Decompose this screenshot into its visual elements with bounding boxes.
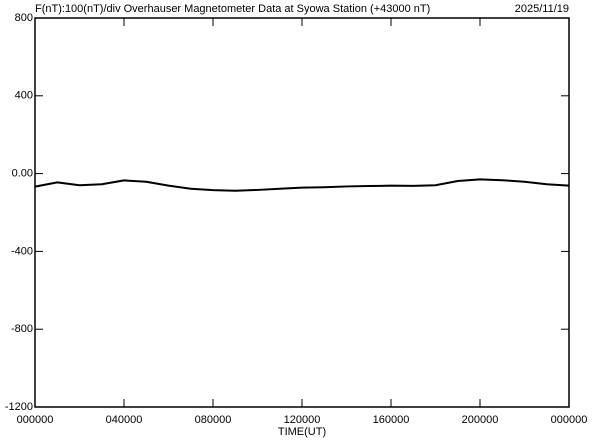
y-tick-label: 800	[15, 12, 33, 24]
y-tick-label: 0.00	[12, 168, 33, 180]
x-tick-label: 160000	[373, 414, 410, 426]
x-axis-label: TIME(UT)	[278, 426, 326, 438]
data-line	[34, 178, 570, 192]
y-tick-label: -400	[11, 245, 33, 257]
x-tick-label: 080000	[195, 414, 232, 426]
x-tick-label: 200000	[462, 414, 499, 426]
y-tick-label: 400	[15, 90, 33, 102]
y-tick-label: -1200	[5, 401, 33, 413]
x-tick-label: 120000	[284, 414, 321, 426]
chart-date: 2025/11/19	[515, 3, 569, 15]
y-tick-label: -800	[11, 323, 33, 335]
x-tick-label: 000000	[17, 414, 54, 426]
x-tick-label: 000000	[551, 414, 588, 426]
chart-title: F(nT):100(nT)/div Overhauser Magnetomete…	[35, 3, 430, 15]
x-tick-label: 040000	[106, 414, 143, 426]
